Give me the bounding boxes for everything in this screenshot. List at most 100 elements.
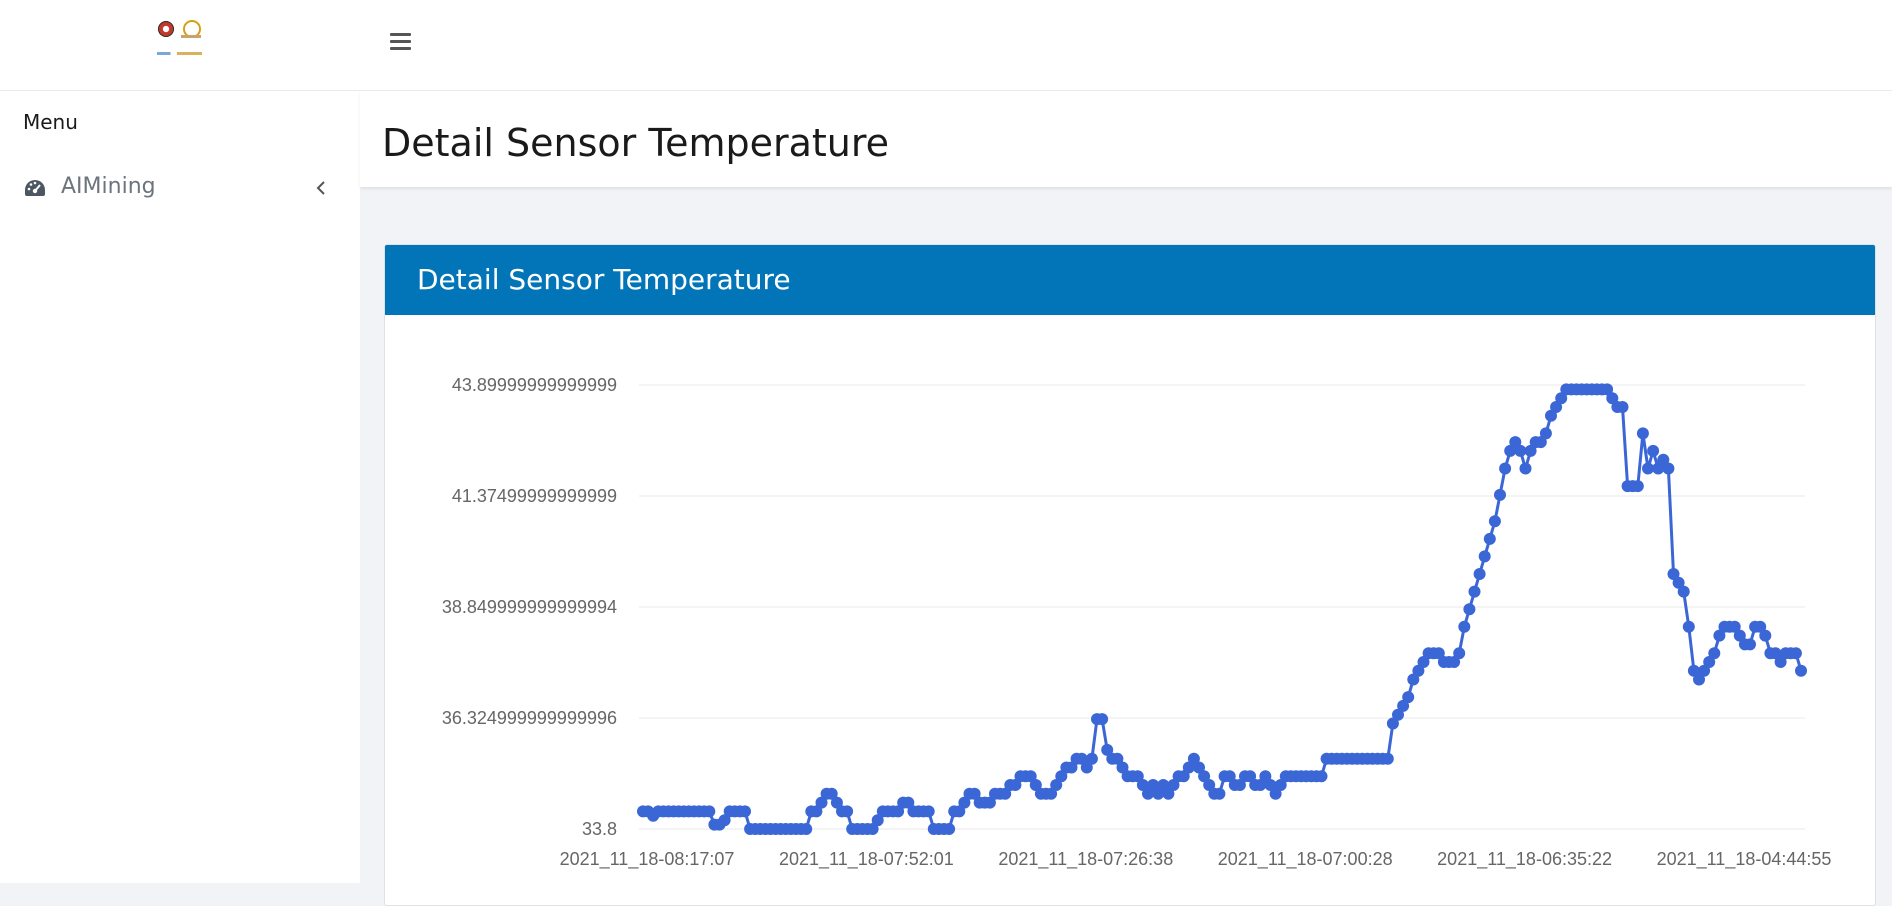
- data-point[interactable]: [1453, 647, 1466, 660]
- data-point[interactable]: [1055, 770, 1068, 783]
- data-point[interactable]: [1407, 673, 1420, 686]
- data-point[interactable]: [1713, 629, 1726, 642]
- data-point[interactable]: [739, 805, 751, 818]
- data-point[interactable]: [1096, 713, 1109, 726]
- data-point[interactable]: [902, 796, 915, 809]
- data-point[interactable]: [1136, 779, 1149, 791]
- data-point[interactable]: [1167, 779, 1180, 791]
- data-point[interactable]: [1657, 453, 1670, 466]
- data-point[interactable]: [958, 796, 971, 809]
- brand-logo[interactable]: [0, 0, 360, 91]
- data-point[interactable]: [1162, 787, 1175, 800]
- data-point[interactable]: [1708, 647, 1721, 660]
- data-point[interactable]: [968, 787, 981, 800]
- data-point[interactable]: [830, 796, 843, 809]
- data-point[interactable]: [1514, 444, 1527, 457]
- data-point[interactable]: [1029, 779, 1042, 791]
- data-point[interactable]: [1769, 647, 1782, 660]
- data-point[interactable]: [1478, 550, 1491, 563]
- data-point[interactable]: [1417, 656, 1430, 668]
- data-point[interactable]: [1473, 568, 1486, 580]
- data-point[interactable]: [1534, 436, 1547, 449]
- data-point[interactable]: [1157, 779, 1170, 791]
- data-point[interactable]: [1182, 761, 1195, 774]
- data-point[interactable]: [1065, 761, 1078, 774]
- data-point[interactable]: [1550, 401, 1563, 413]
- data-point[interactable]: [825, 787, 838, 800]
- data-point[interactable]: [1458, 620, 1471, 633]
- data-point[interactable]: [1009, 779, 1022, 791]
- data-point[interactable]: [1519, 462, 1532, 475]
- data-point[interactable]: [1187, 752, 1200, 765]
- data-point[interactable]: [1698, 664, 1711, 677]
- data-point[interactable]: [1080, 761, 1093, 774]
- data-point[interactable]: [1636, 427, 1649, 440]
- data-point[interactable]: [922, 805, 935, 818]
- data-point[interactable]: [1509, 436, 1522, 449]
- data-point[interactable]: [1111, 752, 1124, 765]
- data-point[interactable]: [1116, 761, 1129, 774]
- data-point[interactable]: [1693, 673, 1705, 686]
- data-point[interactable]: [1631, 480, 1644, 493]
- data-point[interactable]: [1269, 787, 1282, 800]
- data-point[interactable]: [1223, 770, 1236, 783]
- data-point[interactable]: [1504, 444, 1517, 457]
- data-point[interactable]: [1432, 647, 1445, 660]
- data-point[interactable]: [800, 823, 813, 835]
- data-point[interactable]: [841, 805, 854, 818]
- data-point[interactable]: [1412, 664, 1425, 677]
- data-point[interactable]: [1499, 462, 1512, 475]
- data-point[interactable]: [1488, 515, 1501, 528]
- data-point[interactable]: [810, 805, 823, 818]
- data-point[interactable]: [1045, 787, 1058, 800]
- data-point[interactable]: [1264, 779, 1277, 791]
- data-point[interactable]: [1075, 752, 1088, 765]
- data-point[interactable]: [1244, 770, 1257, 783]
- data-point[interactable]: [1601, 383, 1614, 396]
- data-point[interactable]: [1754, 620, 1767, 633]
- data-point[interactable]: [1463, 603, 1476, 616]
- data-point[interactable]: [892, 805, 905, 818]
- data-point[interactable]: [1386, 717, 1399, 730]
- data-point[interactable]: [1652, 462, 1665, 475]
- data-point[interactable]: [1198, 770, 1211, 783]
- data-point[interactable]: [1759, 629, 1772, 642]
- data-point[interactable]: [1795, 664, 1807, 677]
- hamburger-menu-icon[interactable]: [390, 33, 411, 51]
- data-point[interactable]: [1728, 620, 1741, 633]
- data-point[interactable]: [1177, 770, 1190, 783]
- data-point[interactable]: [1606, 392, 1619, 405]
- data-point[interactable]: [1483, 532, 1496, 545]
- data-point[interactable]: [1539, 427, 1552, 440]
- data-point[interactable]: [983, 796, 996, 809]
- data-point[interactable]: [1392, 708, 1404, 721]
- data-point[interactable]: [1672, 576, 1685, 589]
- data-point[interactable]: [1315, 770, 1328, 783]
- data-point[interactable]: [1147, 779, 1160, 791]
- data-point[interactable]: [1687, 664, 1700, 677]
- data-point[interactable]: [1524, 444, 1537, 457]
- data-point[interactable]: [1152, 787, 1165, 800]
- data-point[interactable]: [1744, 638, 1756, 651]
- data-point[interactable]: [1789, 647, 1802, 660]
- data-point[interactable]: [1555, 392, 1568, 405]
- data-point[interactable]: [1642, 462, 1654, 475]
- data-point[interactable]: [1050, 779, 1063, 791]
- data-point[interactable]: [1254, 779, 1267, 791]
- data-point[interactable]: [815, 796, 828, 809]
- data-point[interactable]: [1131, 770, 1144, 783]
- data-point[interactable]: [1259, 770, 1272, 783]
- data-point[interactable]: [866, 823, 879, 835]
- data-point[interactable]: [1774, 656, 1787, 668]
- data-point[interactable]: [1085, 752, 1098, 765]
- data-point[interactable]: [1703, 656, 1716, 668]
- data-point[interactable]: [1213, 787, 1226, 800]
- data-point[interactable]: [871, 814, 884, 827]
- data-point[interactable]: [1024, 770, 1037, 783]
- data-point[interactable]: [1193, 761, 1205, 774]
- data-point[interactable]: [1667, 568, 1680, 580]
- sidebar-item-aimining[interactable]: AIMining: [0, 170, 360, 206]
- data-point[interactable]: [1381, 752, 1394, 765]
- data-point[interactable]: [1616, 401, 1629, 413]
- data-point[interactable]: [1662, 462, 1675, 475]
